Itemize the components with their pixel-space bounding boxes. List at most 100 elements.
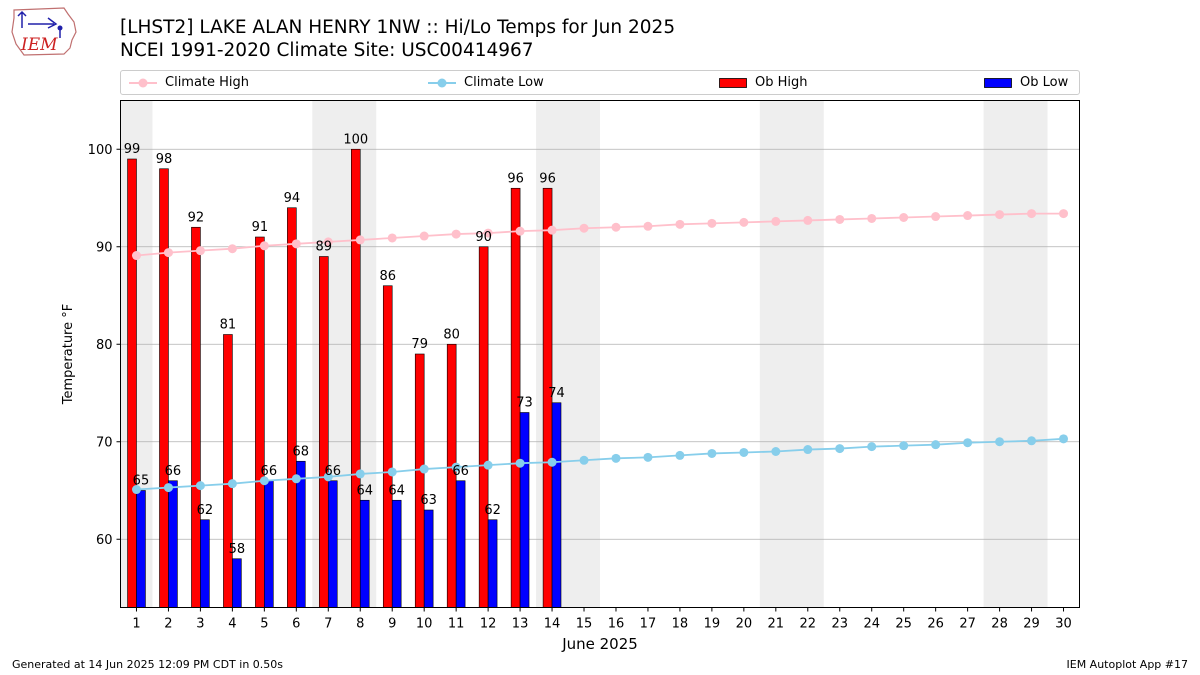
climate-low-point — [227, 479, 237, 489]
climate-high-point — [419, 231, 429, 241]
ob-low-bar — [296, 460, 306, 608]
ob-low-bar — [551, 402, 562, 608]
climate-low-point — [579, 455, 589, 465]
climate-low-point — [931, 440, 941, 450]
weekend-band — [759, 100, 824, 608]
ob-low-bar — [168, 480, 178, 608]
x-tick-label: 26 — [927, 617, 944, 632]
ob-high-swatch — [719, 77, 747, 88]
climate-high-point — [771, 216, 781, 226]
ob-low-bar — [232, 558, 242, 608]
x-tick-label: 18 — [672, 617, 689, 632]
x-tick-label: 1 — [132, 617, 140, 632]
climate-low-point — [451, 462, 461, 472]
climate-high-point — [675, 219, 685, 229]
x-tick-label: 8 — [356, 617, 364, 632]
climate-high-point — [1027, 209, 1037, 219]
weekend-bands — [120, 100, 1048, 608]
climate-low-point — [739, 447, 749, 457]
climate-low-point — [163, 483, 173, 493]
climate-low-point — [899, 441, 909, 451]
climate-high-point — [547, 225, 557, 235]
ob-high-bar-label: 100 — [343, 132, 368, 147]
climate-low-point — [1059, 434, 1069, 444]
climate-low-point — [547, 457, 557, 467]
chart-subtitle: NCEI 1991-2020 Climate Site: USC00414967 — [120, 40, 534, 61]
climate-low-point — [387, 467, 397, 477]
climate-high-swatch — [129, 78, 157, 87]
x-tick-label: 7 — [324, 617, 332, 632]
climate-low-point — [1027, 436, 1037, 446]
ob-high-bar-label: 96 — [539, 171, 556, 186]
climate-high-point — [227, 244, 237, 254]
climate-low-point — [355, 469, 365, 479]
x-tick-label: 10 — [416, 617, 433, 632]
climate-high-point — [451, 229, 461, 239]
ob-high-bar-label: 92 — [188, 210, 205, 225]
ob-high-bar-label: 98 — [156, 152, 173, 167]
x-tick-label: 6 — [292, 617, 300, 632]
climate-high-point — [931, 212, 941, 222]
ob-low-bar-label: 62 — [197, 503, 214, 518]
ob-high-bar-label: 96 — [507, 171, 524, 186]
ob-low-bar — [200, 519, 210, 608]
climate-high-point — [963, 211, 973, 221]
climate-high-point — [803, 215, 813, 225]
climate-low-point — [643, 452, 653, 462]
x-axis: 1 2 3 4 5 6 7 8 9 10 11 12 13 14 15 16 17 18 19 20 21 22 23 24 2… — [132, 607, 1072, 632]
ob-high-bar — [127, 158, 137, 608]
legend-ob-high: Ob High — [719, 71, 808, 94]
ob-low-bar — [487, 519, 498, 608]
ob-low-bar-label: 65 — [133, 474, 150, 489]
climate-high-point — [995, 210, 1005, 220]
climate-high-point — [131, 251, 141, 261]
climate-high-point — [387, 233, 397, 243]
climate-low-point — [835, 444, 845, 454]
climate-high-point — [1059, 209, 1069, 219]
climate-high-point — [611, 222, 621, 232]
x-tick-label: 16 — [608, 617, 625, 632]
climate-low-point — [867, 442, 877, 452]
ob-high-bar-label: 94 — [284, 191, 301, 206]
y-tick-label: 60 — [96, 533, 113, 548]
ob-low-bar — [327, 480, 338, 608]
weekend-band — [983, 100, 1048, 608]
ob-low-bar — [391, 499, 402, 608]
ob-high-bar-label: 90 — [475, 230, 492, 245]
ob-low-bar-label: 74 — [548, 386, 565, 401]
ob-high-bar — [223, 334, 233, 608]
climate-low-point — [963, 438, 973, 448]
climate-low-point — [131, 485, 141, 495]
ob-high-bar — [478, 246, 489, 608]
x-tick-label: 5 — [260, 617, 268, 632]
y-tick-label: 100 — [88, 143, 113, 158]
ob-high-bar-label: 80 — [443, 327, 460, 342]
x-tick-label: 25 — [895, 617, 912, 632]
y-gridlines — [120, 148, 1080, 540]
ob-high-bar-label: 81 — [220, 318, 237, 333]
ob-high-bar-label: 86 — [379, 269, 396, 284]
x-tick-label: 13 — [512, 617, 529, 632]
bar-value-labels: 99 98 92 81 91 94 89 100 86 79 80 90 96 96 65 66 62 58 66 6… — [124, 132, 565, 557]
x-tick-label: 19 — [704, 617, 721, 632]
x-tick-label: 12 — [480, 617, 497, 632]
ob-high-bar — [255, 236, 265, 608]
chart-legend: Climate High Climate Low Ob High Ob Low — [120, 70, 1080, 95]
x-tick-label: 4 — [228, 617, 236, 632]
ob-high-bar — [319, 256, 329, 608]
ob-high-bar — [382, 285, 393, 608]
legend-climate-high: Climate High — [129, 71, 249, 94]
x-tick-label: 3 — [196, 617, 204, 632]
ob-high-bar — [159, 168, 169, 608]
y-tick-label: 80 — [96, 338, 113, 353]
climate-low-point — [707, 448, 717, 458]
climate-high-path — [136, 212, 1064, 257]
y-tick-label: 90 — [96, 240, 113, 255]
x-tick-label: 21 — [768, 617, 785, 632]
ob-high-bar — [350, 148, 361, 608]
generated-timestamp: Generated at 14 Jun 2025 12:09 PM CDT in… — [12, 658, 284, 671]
climate-low-point — [259, 476, 269, 486]
ob-low-bar — [264, 480, 274, 608]
legend-climate-low: Climate Low — [428, 71, 544, 94]
x-tick-label: 24 — [863, 617, 880, 632]
